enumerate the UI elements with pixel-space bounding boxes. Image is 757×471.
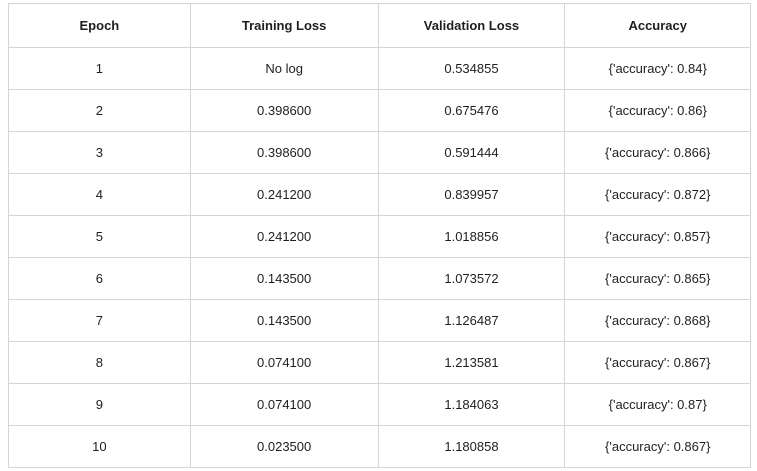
cell-accuracy: {'accuracy': 0.84} [564,47,751,90]
cell-training-loss: 0.398600 [189,131,379,174]
cell-epoch: 8 [8,341,191,384]
cell-validation-loss: 0.839957 [377,173,566,216]
cell-epoch: 9 [8,383,191,426]
table-row: 1 No log 0.534855 {'accuracy': 0.84} [8,47,751,90]
cell-validation-loss: 1.018856 [377,215,566,258]
cell-validation-loss: 1.184063 [377,383,566,426]
column-header-training-loss: Training Loss [189,3,379,48]
cell-validation-loss: 0.591444 [377,131,566,174]
table-row: 2 0.398600 0.675476 {'accuracy': 0.86} [8,89,751,132]
cell-accuracy: {'accuracy': 0.868} [564,299,751,342]
cell-validation-loss: 1.073572 [377,257,566,300]
cell-accuracy: {'accuracy': 0.865} [564,257,751,300]
cell-validation-loss: 0.675476 [377,89,566,132]
cell-training-loss: 0.023500 [189,425,379,468]
table-row: 10 0.023500 1.180858 {'accuracy': 0.867} [8,425,751,468]
table-row: 3 0.398600 0.591444 {'accuracy': 0.866} [8,131,751,174]
cell-training-loss: 0.074100 [189,383,379,426]
cell-accuracy: {'accuracy': 0.87} [564,383,751,426]
table-row: 6 0.143500 1.073572 {'accuracy': 0.865} [8,257,751,300]
cell-validation-loss: 1.126487 [377,299,566,342]
table-header-row: Epoch Training Loss Validation Loss Accu… [8,3,751,48]
cell-validation-loss: 0.534855 [377,47,566,90]
cell-accuracy: {'accuracy': 0.857} [564,215,751,258]
cell-epoch: 4 [8,173,191,216]
column-header-accuracy: Accuracy [564,3,751,48]
cell-epoch: 3 [8,131,191,174]
cell-accuracy: {'accuracy': 0.867} [564,341,751,384]
training-metrics-table: Epoch Training Loss Validation Loss Accu… [8,3,751,468]
table-row: 9 0.074100 1.184063 {'accuracy': 0.87} [8,383,751,426]
cell-epoch: 1 [8,47,191,90]
cell-accuracy: {'accuracy': 0.86} [564,89,751,132]
cell-epoch: 5 [8,215,191,258]
cell-training-loss: 0.241200 [189,215,379,258]
cell-epoch: 2 [8,89,191,132]
cell-training-loss: No log [189,47,379,90]
cell-training-loss: 0.074100 [189,341,379,384]
table-row: 5 0.241200 1.018856 {'accuracy': 0.857} [8,215,751,258]
cell-training-loss: 0.241200 [189,173,379,216]
cell-epoch: 10 [8,425,191,468]
cell-training-loss: 0.143500 [189,299,379,342]
cell-accuracy: {'accuracy': 0.866} [564,131,751,174]
cell-epoch: 6 [8,257,191,300]
cell-validation-loss: 1.180858 [377,425,566,468]
cell-epoch: 7 [8,299,191,342]
cell-accuracy: {'accuracy': 0.867} [564,425,751,468]
cell-accuracy: {'accuracy': 0.872} [564,173,751,216]
table-row: 7 0.143500 1.126487 {'accuracy': 0.868} [8,299,751,342]
table-row: 8 0.074100 1.213581 {'accuracy': 0.867} [8,341,751,384]
table-body: 1 No log 0.534855 {'accuracy': 0.84} 2 0… [8,47,751,468]
cell-training-loss: 0.143500 [189,257,379,300]
table-row: 4 0.241200 0.839957 {'accuracy': 0.872} [8,173,751,216]
column-header-epoch: Epoch [8,3,191,48]
cell-training-loss: 0.398600 [189,89,379,132]
cell-validation-loss: 1.213581 [377,341,566,384]
column-header-validation-loss: Validation Loss [377,3,566,48]
